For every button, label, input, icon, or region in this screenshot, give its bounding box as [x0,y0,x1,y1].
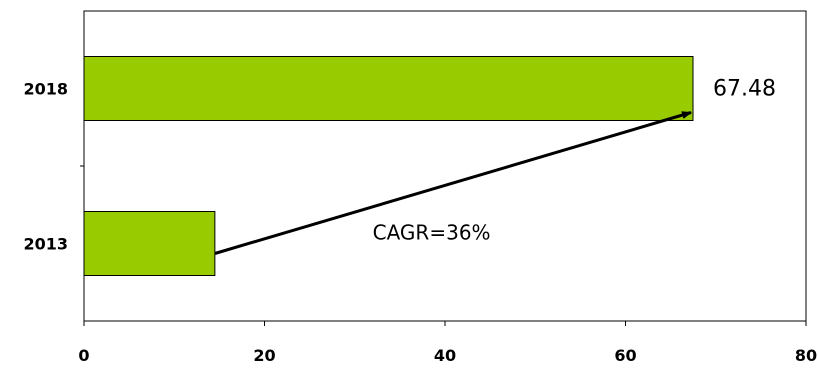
annotation-layer: CAGR=36% [214,111,692,255]
bar-2018 [83,56,694,121]
x-tick-label: 0 [78,346,89,365]
axis-layer: 2013 2018 0 20 40 60 80 [23,80,817,366]
category-label-2013: 2013 [23,235,68,254]
x-tick-label: 80 [795,346,817,365]
data-label-2018: 67.48 [713,77,776,102]
x-tick-label: 20 [253,346,275,365]
x-tick-label: 40 [434,346,456,365]
x-tick-label: 60 [614,346,636,365]
bar-2013 [83,211,216,276]
bars-layer: 67.48 [83,56,776,276]
category-label-2018: 2018 [23,80,68,99]
cagr-label: CAGR=36% [373,221,491,245]
cagr-arrow [214,111,692,255]
